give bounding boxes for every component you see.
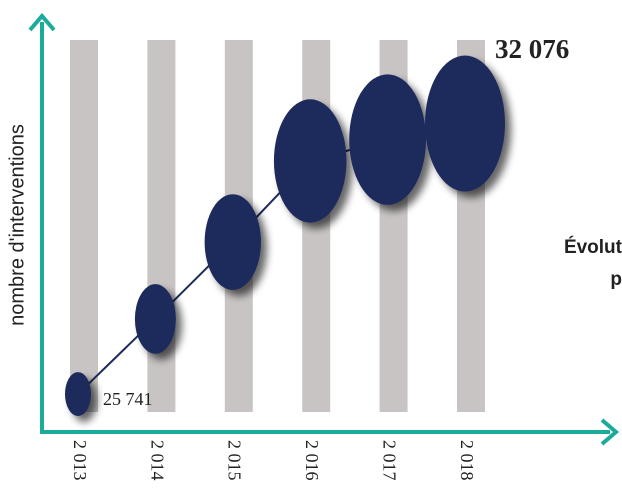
stripes: [70, 40, 485, 412]
point: [273, 99, 347, 223]
point: [425, 55, 505, 192]
x-tick-label: 2 018: [457, 440, 477, 481]
point: [65, 372, 91, 417]
x-tick-label: 2 013: [70, 440, 90, 481]
point: [349, 74, 426, 205]
point: [134, 284, 176, 354]
stripe: [147, 40, 176, 412]
point: [204, 194, 261, 290]
data-label: 25 741: [103, 389, 153, 409]
y-axis-label: nombre d'interventions: [6, 124, 28, 326]
x-tick-label: 2 014: [147, 440, 167, 481]
x-axis-arrow: [600, 418, 620, 446]
x-tick-label: 2 017: [379, 440, 399, 481]
x-tick-label: 2 016: [302, 440, 322, 481]
data-label: 32 076: [495, 34, 569, 64]
stripe: [70, 40, 98, 412]
y-axis-arrow: [28, 12, 56, 32]
annotation: p: [610, 269, 622, 290]
stripe: [302, 40, 331, 412]
x-tick-label: 2 015: [225, 440, 245, 481]
annotation: Évolut: [564, 236, 622, 258]
